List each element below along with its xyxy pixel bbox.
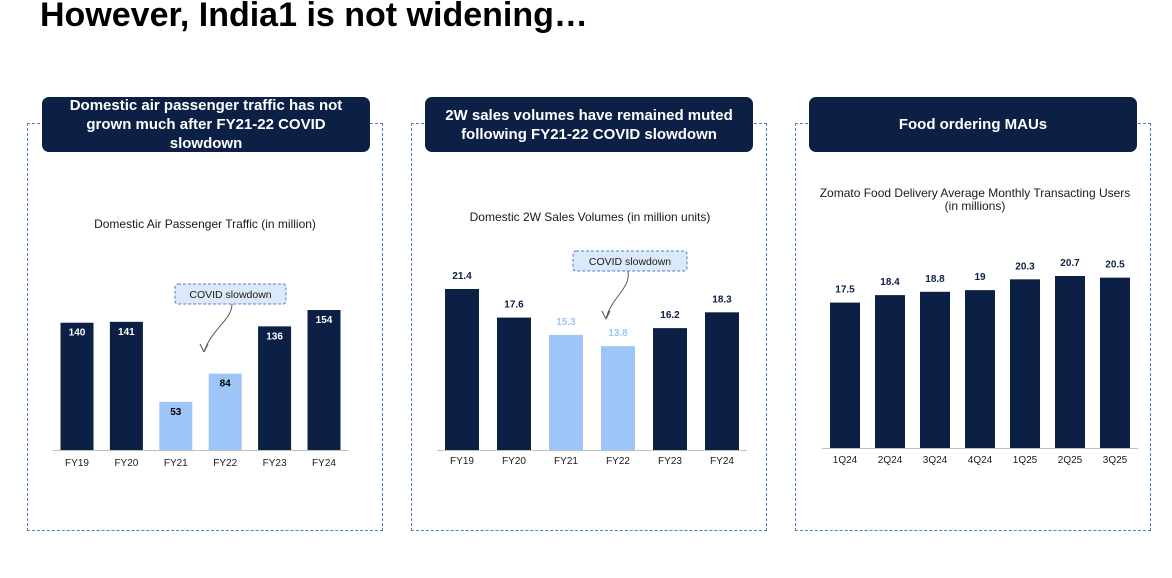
bar [920,291,950,448]
bar [875,295,905,448]
bar [653,328,687,450]
data-label: 20.7 [1060,258,1080,269]
annotation-box [572,250,688,272]
page-title: However, India1 is not widening… [40,0,588,34]
data-label: 18.3 [712,294,732,305]
data-label: 17.5 [835,285,855,296]
tick-label: FY19 [65,458,89,469]
bar [1055,276,1085,448]
data-label: 20.3 [1015,261,1035,272]
bar [445,289,479,450]
chart-title: (in millions) [945,199,1006,213]
tick-label: FY23 [263,458,287,469]
bar [60,322,94,450]
tick-label: FY22 [606,456,630,467]
air-traffic-chart: Domestic Air Passenger Traffic (in milli… [52,217,349,469]
bar [1100,277,1130,448]
tick-label: 1Q24 [833,455,858,466]
tick-label: FY24 [710,456,734,467]
tick-label: FY20 [502,456,526,467]
annotation-arrow [601,270,629,320]
data-label: 21.4 [452,271,472,282]
tick-label: FY23 [658,456,682,467]
two-wheeler-sales-chart: Domestic 2W Sales Volumes (in million un… [437,210,747,467]
annotation-label: COVID slowdown [589,256,671,268]
tick-label: 2Q25 [1058,455,1083,466]
tick-label: 2Q24 [878,455,903,466]
chart-title: Domestic Air Passenger Traffic (in milli… [94,217,316,231]
data-label: 20.5 [1105,260,1125,271]
data-label: 15.3 [556,317,576,328]
data-label: 136 [266,331,283,342]
data-label: 154 [316,315,333,326]
tick-label: FY24 [312,458,336,469]
bar [705,312,739,450]
tick-label: FY22 [213,458,237,469]
tick-label: FY19 [450,456,474,467]
bar [601,346,635,450]
data-label: 140 [69,328,86,339]
bar [1010,279,1040,448]
bar [497,317,531,450]
bar [549,334,583,450]
bar [109,321,143,450]
bar [258,326,292,450]
tick-label: FY21 [164,458,188,469]
bar [830,302,860,448]
annotation-label: COVID slowdown [189,289,271,301]
data-label: 18.8 [925,274,945,285]
food-ordering-mau-chart: Zomato Food Delivery Average Monthly Tra… [820,186,1138,466]
panel-3-header: Food ordering MAUs [809,97,1137,152]
data-label: 13.8 [608,328,628,339]
data-label: 19 [974,272,986,283]
bar [208,373,242,450]
tick-label: FY20 [114,458,138,469]
annotation-arrow [199,303,233,353]
tick-label: 4Q24 [968,455,993,466]
tick-label: 3Q25 [1103,455,1128,466]
bar [159,401,193,450]
data-label: 18.4 [880,277,900,288]
data-label: 53 [170,407,182,418]
tick-label: 3Q24 [923,455,948,466]
tick-label: 1Q25 [1013,455,1038,466]
panel-1-header: Domestic air passenger traffic has not g… [42,97,370,152]
tick-label: FY21 [554,456,578,467]
annotation-box [174,283,287,305]
bar [307,310,341,450]
panel-2-header: 2W sales volumes have remained muted fol… [425,97,753,152]
bar [965,290,995,448]
chart-title: Domestic 2W Sales Volumes (in million un… [470,210,711,224]
data-label: 16.2 [660,310,680,321]
chart-title: Zomato Food Delivery Average Monthly Tra… [820,186,1131,200]
data-label: 84 [220,379,232,390]
data-label: 141 [118,327,135,338]
data-label: 17.6 [504,300,524,311]
